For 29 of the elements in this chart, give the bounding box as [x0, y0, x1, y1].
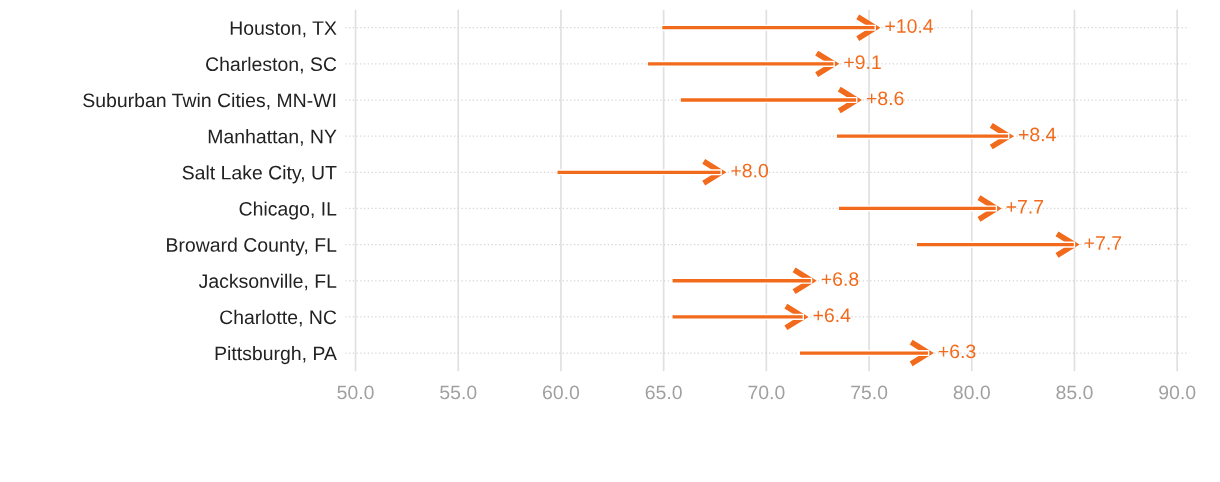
y-tick-label: Jacksonville, FL [198, 273, 337, 291]
data-label: +8.6 [866, 91, 904, 106]
y-tick-label: Charlotte, NC [220, 309, 337, 327]
y-tick-label: Manhattan, NY [208, 129, 337, 146]
y-tick-label: Houston, TX [230, 21, 337, 38]
x-tick-label: 80.0 [953, 385, 990, 400]
x-tick-label: 60.0 [543, 385, 580, 400]
data-label: +8.0 [731, 163, 769, 178]
data-label: +7.7 [1006, 200, 1044, 214]
x-tick-label: 70.0 [748, 385, 785, 400]
data-label: +8.4 [1018, 127, 1056, 142]
y-tick-label: Chicago, IL [239, 201, 337, 220]
y-tick-label: Broward County, FL [167, 237, 337, 256]
x-tick-label: 50.0 [337, 385, 374, 400]
x-tick-label: 65.0 [645, 385, 682, 400]
x-tick-label: 90.0 [1159, 385, 1196, 400]
data-label: +10.4 [885, 19, 934, 33]
y-tick-label: Pittsburgh, PA [215, 346, 337, 365]
y-tick-label: Salt Lake City, UT [182, 165, 337, 184]
x-tick-label: 85.0 [1056, 385, 1093, 400]
data-label: +6.4 [813, 308, 851, 323]
data-label: +7.7 [1084, 236, 1122, 250]
y-tick-label: Suburban Twin Cities, MN-WI [83, 92, 336, 110]
x-tick-label: 55.0 [440, 385, 477, 400]
data-label: +6.8 [821, 272, 859, 286]
y-tick-label: Charleston, SC [206, 56, 337, 74]
data-label: +6.3 [938, 344, 976, 359]
data-label: +9.1 [844, 55, 881, 70]
x-tick-label: 75.0 [851, 385, 888, 400]
